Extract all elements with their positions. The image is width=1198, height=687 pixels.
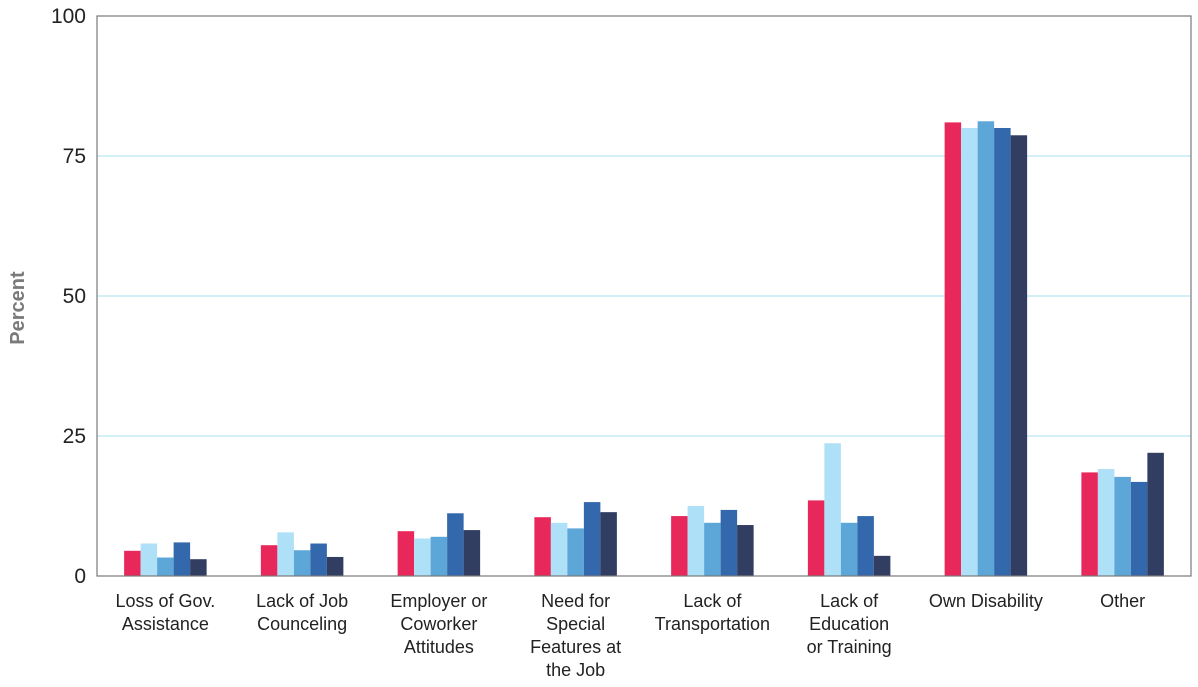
bar-cat3-series1 (397, 531, 415, 576)
bar-cat7-series4 (994, 128, 1011, 576)
x-tick-label-line: Coworker (400, 614, 477, 634)
x-tick-label-3: Employer or Coworker Attitudes (390, 591, 487, 657)
x-tick-label-line: Counceling (257, 614, 347, 634)
bar-cat6-series1 (807, 500, 825, 576)
x-tick-label-line: Education (809, 614, 889, 634)
bar-cat7-series3 (977, 121, 995, 576)
x-tick-label-line: Transportation (655, 614, 770, 634)
x-tick-label-7: Own Disability (929, 591, 1043, 611)
bar-cat8-series5 (1147, 452, 1164, 576)
y-tick-labels: 0 25 50 75 100 (51, 5, 86, 588)
y-tick-label-100: 100 (51, 5, 86, 28)
y-tick-label-75: 75 (63, 145, 86, 168)
x-tick-label-line: Attitudes (404, 637, 474, 657)
bar-cat4-series3 (567, 528, 584, 576)
y-axis-label: Percent (7, 271, 29, 345)
plot-frame (96, 15, 1192, 577)
bar-cat4-series4 (583, 502, 601, 576)
bar-cat3-series3 (430, 536, 448, 576)
bar-cat2-series1 (260, 545, 278, 576)
y-tick-label-50: 50 (63, 285, 86, 308)
bar-cat1-series5 (190, 559, 207, 576)
x-tick-label-2: Lack of Job Counceling (256, 591, 348, 634)
bars (124, 121, 1164, 577)
bar-cat5-series5 (737, 525, 754, 576)
y-tick-label-0: 0 (74, 565, 86, 588)
bar-cat2-series5 (326, 556, 344, 576)
x-tick-label-line: Loss of Gov. (116, 591, 216, 611)
y-tick-label-25: 25 (63, 425, 86, 448)
x-tick-label-1: Loss of Gov. Assistance (116, 591, 216, 634)
bar-cat5-series4 (720, 509, 738, 576)
bar-cat8-series4 (1130, 481, 1148, 576)
x-tick-label-line: Assistance (122, 614, 209, 634)
bar-cat7-series1 (944, 122, 962, 577)
bar-cat6-series2 (824, 443, 841, 576)
x-tick-label-line: Employer or (390, 591, 487, 611)
bar-cat5-series2 (687, 506, 705, 576)
bar-cat5-series1 (671, 516, 688, 576)
bar-cat8-series3 (1114, 476, 1131, 576)
bar-cat3-series4 (447, 513, 464, 576)
bar-cat4-series5 (600, 512, 617, 576)
x-tick-labels: Loss of Gov. Assistance Lack of Job Councel… (116, 591, 1146, 680)
bar-cat6-series3 (840, 522, 858, 576)
bar-cat4-series2 (550, 522, 568, 576)
bar-cat2-series4 (310, 543, 327, 576)
x-tick-label-6: Lack of Education or Training (807, 591, 892, 657)
bar-cat1-series4 (173, 542, 191, 576)
bar-cat1-series2 (140, 543, 158, 576)
x-tick-label-line: Lack of (683, 591, 742, 611)
x-tick-label-line: Other (1100, 591, 1145, 611)
x-tick-label-8: Other (1100, 591, 1145, 611)
bar-cat1-series1 (124, 550, 141, 576)
x-tick-label-line: Features at (530, 637, 621, 657)
x-tick-label-line: or Training (807, 637, 892, 657)
bar-cat3-series5 (463, 530, 481, 576)
bar-cat2-series2 (277, 532, 294, 576)
x-tick-label-line: Lack of Job (256, 591, 348, 611)
x-tick-label-line: the Job (546, 660, 605, 680)
x-tick-label-5: Lack of Transportation (655, 591, 770, 634)
bar-cat2-series3 (293, 550, 311, 576)
x-tick-label-line: Need for (541, 591, 610, 611)
x-tick-label-line: Special (546, 614, 605, 634)
axes (96, 15, 1192, 577)
bar-cat8-series1 (1081, 472, 1098, 576)
x-tick-label-line: Own Disability (929, 591, 1043, 611)
bar-cat8-series2 (1097, 469, 1115, 576)
x-tick-label-line: Lack of (820, 591, 879, 611)
bar-cat3-series2 (414, 538, 431, 576)
bar-cat1-series3 (157, 557, 174, 576)
bar-cat6-series4 (857, 516, 874, 576)
bar-cat6-series5 (873, 555, 891, 576)
bar-cat7-series2 (961, 128, 978, 576)
bar-cat4-series1 (534, 517, 551, 576)
bar-cat7-series5 (1010, 135, 1028, 576)
bar-cat5-series3 (704, 522, 721, 576)
x-tick-label-4: Need for Special Features at the Job (530, 591, 621, 680)
